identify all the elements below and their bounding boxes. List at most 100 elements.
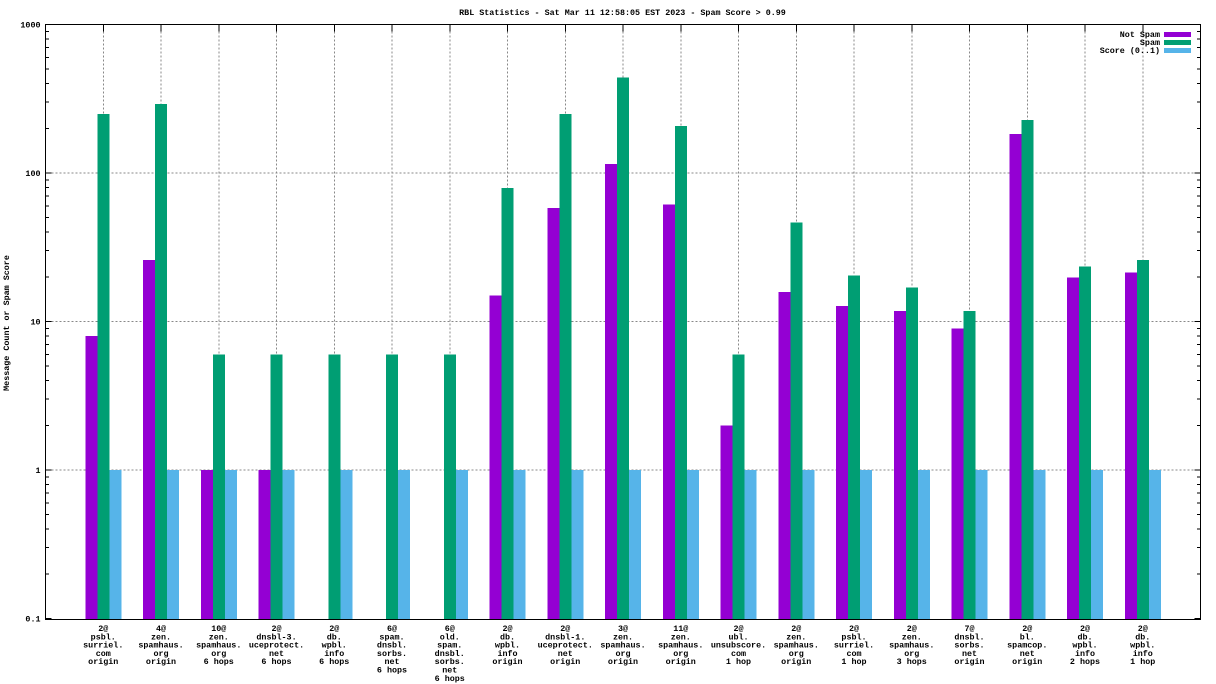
svg-text:zen.: zen.: [613, 632, 633, 642]
svg-text:net: net: [269, 649, 284, 659]
svg-text:zen.: zen.: [151, 632, 171, 642]
svg-text:spamhaus.: spamhaus.: [658, 641, 703, 651]
svg-text:org: org: [904, 649, 919, 659]
svg-text:2@: 2@: [1138, 624, 1148, 634]
svg-text:origin: origin: [608, 657, 638, 667]
svg-text:origin: origin: [954, 657, 984, 667]
svg-text:zen.: zen.: [786, 632, 806, 642]
svg-text:dnsbl.: dnsbl.: [954, 632, 984, 642]
svg-text:wpbl.: wpbl.: [495, 641, 520, 651]
svg-text:sorbs.: sorbs.: [377, 649, 407, 659]
svg-text:2 hops: 2 hops: [1070, 657, 1100, 667]
svg-text:1000: 1000: [20, 21, 40, 31]
svg-text:wpbl.: wpbl.: [1072, 641, 1097, 651]
svg-text:wpbl.: wpbl.: [1130, 641, 1155, 651]
svg-text:2@: 2@: [791, 624, 801, 634]
svg-text:7@: 7@: [964, 624, 974, 634]
svg-text:Spam: Spam: [1140, 38, 1160, 48]
svg-text:2@: 2@: [1080, 624, 1090, 634]
svg-text:6 hops: 6 hops: [319, 657, 349, 667]
svg-text:spamhaus.: spamhaus.: [600, 641, 645, 651]
svg-text:info: info: [324, 649, 344, 659]
svg-text:psbl.: psbl.: [91, 632, 116, 642]
svg-text:6 hops: 6 hops: [204, 657, 234, 667]
svg-text:origin: origin: [146, 657, 176, 667]
svg-text:Message Count or Spam Score: Message Count or Spam Score: [2, 255, 12, 391]
svg-text:unsubscore.: unsubscore.: [711, 641, 766, 651]
svg-text:1 hop: 1 hop: [726, 657, 751, 667]
svg-text:2@: 2@: [907, 624, 917, 634]
svg-text:net: net: [962, 649, 977, 659]
svg-text:psbl.: psbl.: [841, 632, 866, 642]
svg-text:Score (0..1): Score (0..1): [1100, 46, 1160, 56]
svg-text:spamcop.: spamcop.: [1007, 641, 1047, 651]
svg-text:net: net: [1020, 649, 1035, 659]
svg-text:net: net: [558, 649, 573, 659]
svg-text:info: info: [1133, 649, 1153, 659]
svg-text:1: 1: [35, 466, 40, 476]
svg-text:org: org: [789, 649, 804, 659]
svg-text:2@: 2@: [98, 624, 108, 634]
svg-text:org: org: [673, 649, 688, 659]
svg-text:spam.: spam.: [437, 641, 462, 651]
svg-text:4@: 4@: [156, 624, 166, 634]
svg-text:zen.: zen.: [671, 632, 691, 642]
svg-text:surriel.: surriel.: [834, 641, 874, 651]
svg-text:10@: 10@: [211, 624, 226, 634]
svg-text:6 hops: 6 hops: [435, 674, 465, 684]
svg-text:org: org: [153, 649, 168, 659]
svg-text:net: net: [442, 666, 457, 676]
svg-text:db.: db.: [1135, 632, 1150, 642]
svg-text:11@: 11@: [673, 624, 688, 634]
svg-text:info: info: [497, 649, 517, 659]
svg-text:sorbs.: sorbs.: [954, 641, 984, 651]
svg-text:2@: 2@: [733, 624, 743, 634]
svg-text:uceprotect.: uceprotect.: [538, 641, 593, 651]
svg-text:bl.: bl.: [1020, 632, 1035, 642]
svg-text:spamhaus.: spamhaus.: [196, 641, 241, 651]
svg-text:zen.: zen.: [902, 632, 922, 642]
svg-text:db.: db.: [327, 632, 342, 642]
svg-text:db.: db.: [500, 632, 515, 642]
svg-text:ubl.: ubl.: [728, 632, 748, 642]
svg-text:org: org: [615, 649, 630, 659]
svg-text:2@: 2@: [849, 624, 859, 634]
svg-text:dnsbl-1.: dnsbl-1.: [545, 632, 585, 642]
svg-text:sorbs.: sorbs.: [435, 657, 465, 667]
svg-text:6@: 6@: [445, 624, 455, 634]
svg-text:origin: origin: [550, 657, 580, 667]
svg-text:2@: 2@: [560, 624, 570, 634]
svg-text:RBL Statistics - Sat Mar 11 12: RBL Statistics - Sat Mar 11 12:58:05 EST…: [459, 8, 786, 18]
svg-text:2@: 2@: [502, 624, 512, 634]
svg-text:origin: origin: [1012, 657, 1042, 667]
svg-text:origin: origin: [88, 657, 118, 667]
svg-text:net: net: [384, 657, 399, 667]
svg-text:org: org: [211, 649, 226, 659]
svg-text:6 hops: 6 hops: [377, 666, 407, 676]
svg-text:dnsbl.: dnsbl.: [435, 649, 465, 659]
svg-text:0.1: 0.1: [25, 615, 40, 625]
svg-text:dnsbl-3.: dnsbl-3.: [256, 632, 296, 642]
svg-text:2@: 2@: [271, 624, 281, 634]
svg-text:6 hops: 6 hops: [261, 657, 291, 667]
svg-text:Not Spam: Not Spam: [1120, 30, 1160, 40]
svg-text:info: info: [1075, 649, 1095, 659]
svg-text:spamhaus.: spamhaus.: [774, 641, 819, 651]
svg-text:surriel.: surriel.: [83, 641, 123, 651]
svg-text:origin: origin: [666, 657, 696, 667]
svg-text:dnsbl.: dnsbl.: [377, 641, 407, 651]
svg-text:wpbl.: wpbl.: [322, 641, 347, 651]
svg-text:2@: 2@: [329, 624, 339, 634]
svg-text:com: com: [96, 649, 111, 659]
svg-text:3@: 3@: [618, 624, 628, 634]
svg-text:com: com: [846, 649, 861, 659]
svg-text:6@: 6@: [387, 624, 397, 634]
svg-text:spamhaus.: spamhaus.: [889, 641, 934, 651]
svg-text:com: com: [731, 649, 746, 659]
svg-text:1 hop: 1 hop: [1130, 657, 1155, 667]
svg-text:spam.: spam.: [379, 632, 404, 642]
svg-text:db.: db.: [1077, 632, 1092, 642]
svg-text:origin: origin: [781, 657, 811, 667]
svg-text:10: 10: [30, 318, 40, 328]
svg-text:origin: origin: [492, 657, 522, 667]
